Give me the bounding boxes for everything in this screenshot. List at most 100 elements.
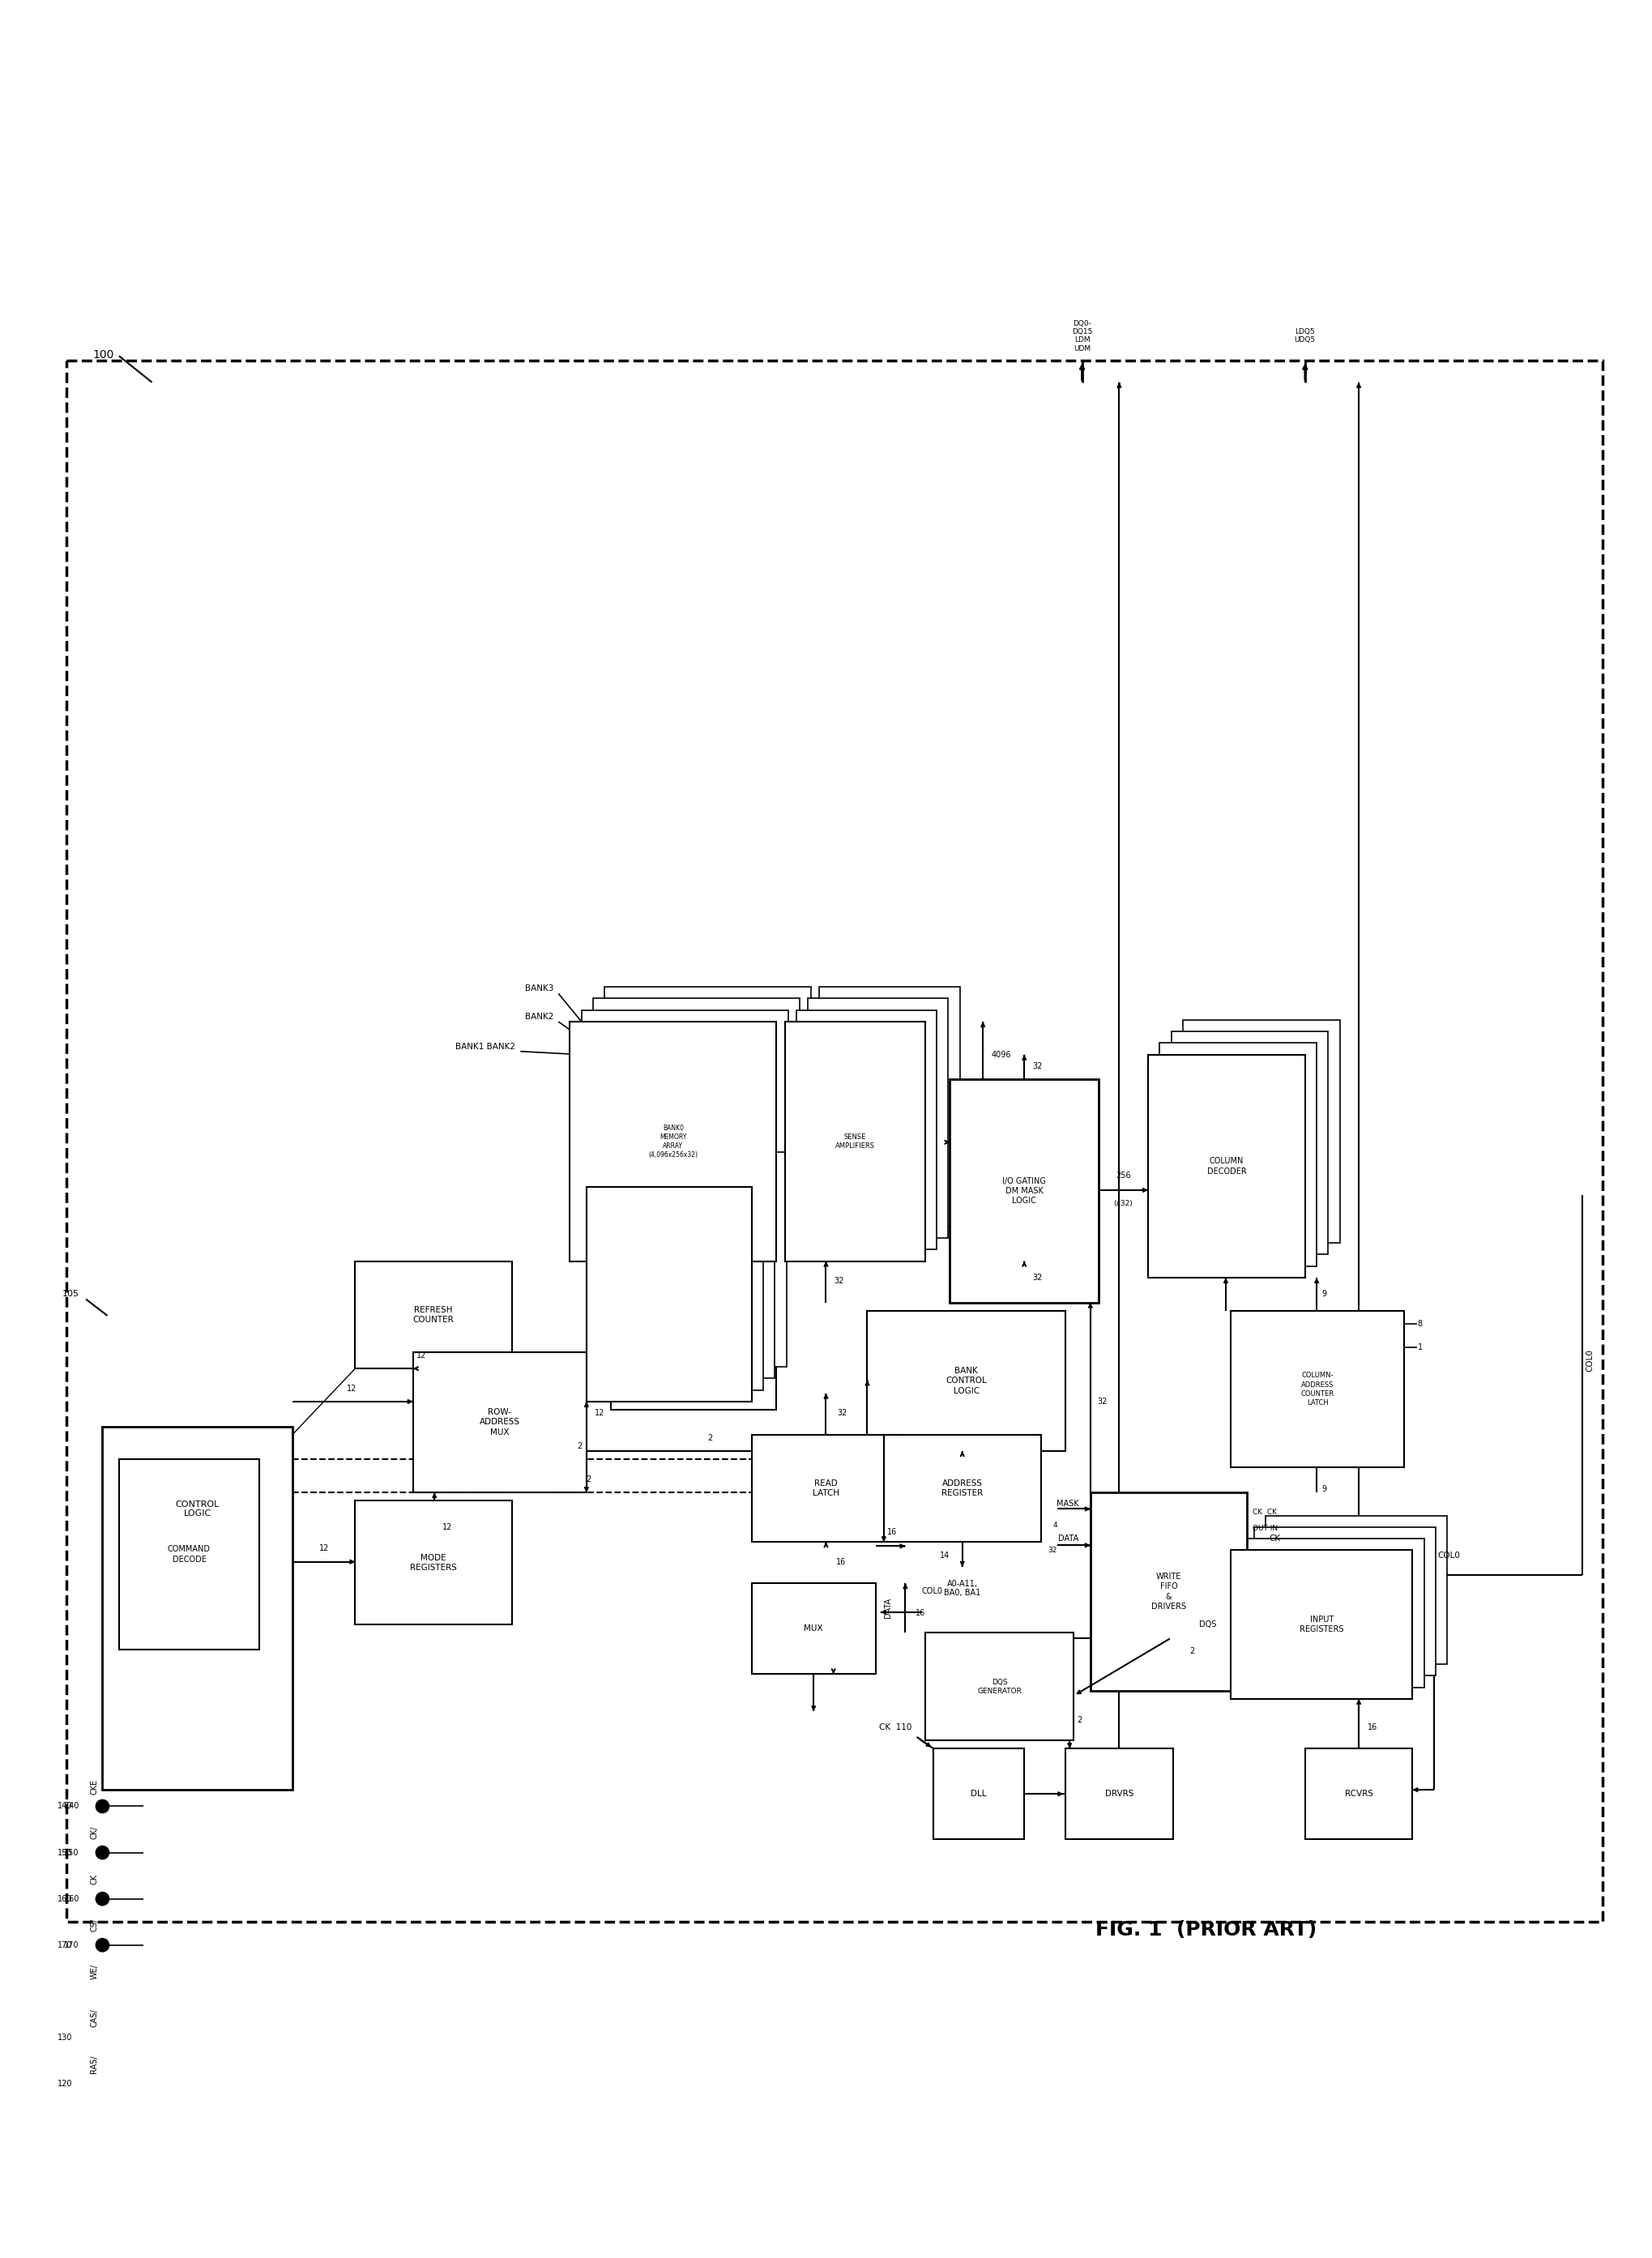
Bar — [1183, 1021, 1340, 1242]
Bar — [586, 1188, 752, 1402]
Text: RAS/: RAS/ — [91, 2055, 97, 2073]
Text: 12: 12 — [443, 1524, 453, 1531]
Text: DQS: DQS — [1199, 1621, 1216, 1628]
Text: CS/: CS/ — [91, 1919, 97, 1933]
Text: BANK1 BANK2: BANK1 BANK2 — [456, 1043, 515, 1050]
Bar — [570, 1021, 776, 1262]
Text: BANK0
MEMORY
ARRAY
(4,096x256x32): BANK0 MEMORY ARRAY (4,096x256x32) — [649, 1124, 697, 1158]
Bar — [1231, 1310, 1404, 1468]
Bar — [605, 987, 811, 1226]
Bar — [1148, 1054, 1305, 1278]
Text: COLUMN-
ADDRESS
COUNTER
LATCH: COLUMN- ADDRESS COUNTER LATCH — [1300, 1373, 1335, 1407]
Text: 32: 32 — [1032, 1061, 1042, 1070]
Text: OUT IN: OUT IN — [1252, 1524, 1277, 1533]
Text: RCVRS: RCVRS — [1345, 1791, 1373, 1797]
Circle shape — [96, 1892, 109, 1906]
Text: 32: 32 — [834, 1278, 844, 1285]
Text: 170: 170 — [64, 1942, 79, 1949]
Bar — [413, 1353, 586, 1493]
Text: ROW-
ADDRESS
MUX: ROW- ADDRESS MUX — [479, 1409, 520, 1436]
Text: BANK2: BANK2 — [525, 1012, 553, 1021]
Bar — [1160, 1043, 1317, 1267]
Text: A0-A11,
BA0, BA1: A0-A11, BA0, BA1 — [943, 1581, 981, 1596]
Text: CAS/: CAS/ — [91, 2010, 97, 2028]
Text: 12: 12 — [416, 1350, 426, 1359]
Text: MASK: MASK — [1056, 1499, 1079, 1508]
Circle shape — [96, 2030, 109, 2043]
Circle shape — [96, 2077, 109, 2091]
Text: 2: 2 — [1270, 1621, 1275, 1628]
Text: WRITE
FIFO
&
DRIVERS: WRITE FIFO & DRIVERS — [1151, 1572, 1186, 1610]
Bar — [119, 1459, 259, 1648]
Bar — [610, 1163, 775, 1377]
Text: 160: 160 — [58, 1894, 73, 1903]
Text: 256: 256 — [1115, 1172, 1132, 1179]
Text: DATA: DATA — [884, 1599, 892, 1619]
Text: 12: 12 — [347, 1384, 357, 1393]
Text: WE/: WE/ — [91, 1964, 97, 1980]
Text: 16: 16 — [1317, 1621, 1327, 1628]
Text: 4096: 4096 — [991, 1050, 1011, 1059]
Bar — [1231, 1551, 1412, 1698]
Bar — [355, 1262, 512, 1368]
Text: 130: 130 — [58, 2034, 73, 2041]
Text: 32: 32 — [1097, 1398, 1107, 1407]
Text: 2: 2 — [1189, 1646, 1194, 1655]
Text: 12: 12 — [319, 1544, 329, 1554]
Text: 9: 9 — [1322, 1486, 1327, 1493]
Text: CK: CK — [91, 1874, 97, 1885]
Bar — [1265, 1515, 1447, 1664]
Text: CK  CK: CK CK — [1252, 1508, 1277, 1515]
Text: 150: 150 — [58, 1849, 73, 1856]
Bar — [355, 1502, 512, 1624]
Text: MODE
REGISTERS: MODE REGISTERS — [410, 1554, 458, 1572]
Bar — [1254, 1526, 1436, 1675]
Text: 32: 32 — [1032, 1274, 1042, 1283]
Bar — [925, 1633, 1074, 1741]
Bar — [1242, 1538, 1424, 1687]
Text: 150: 150 — [64, 1849, 79, 1856]
Text: DRVRS: DRVRS — [1105, 1791, 1133, 1797]
Text: 9: 9 — [1322, 1289, 1327, 1298]
Text: MUX: MUX — [805, 1626, 823, 1633]
Text: REFRESH
COUNTER: REFRESH COUNTER — [413, 1305, 454, 1323]
Text: DQS
GENERATOR: DQS GENERATOR — [978, 1678, 1021, 1696]
Bar — [1171, 1032, 1328, 1255]
Text: ADDRESS
REGISTER: ADDRESS REGISTER — [942, 1479, 983, 1497]
Text: BANK3: BANK3 — [525, 984, 553, 994]
Text: CKE: CKE — [91, 1779, 97, 1795]
Text: READ
LATCH: READ LATCH — [813, 1479, 839, 1497]
Bar — [819, 987, 960, 1226]
Bar — [593, 998, 800, 1237]
Text: SENSE
AMPLIFIERS: SENSE AMPLIFIERS — [834, 1134, 876, 1149]
Text: 12: 12 — [595, 1409, 605, 1418]
Bar — [621, 1152, 786, 1366]
Text: (x32): (x32) — [1113, 1199, 1133, 1208]
Text: FIG. 1  (PRIOR ART): FIG. 1 (PRIOR ART) — [1095, 1922, 1317, 1940]
Text: COL0: COL0 — [1437, 1551, 1460, 1560]
Text: CK  110: CK 110 — [879, 1723, 912, 1732]
Text: 16: 16 — [887, 1529, 897, 1535]
Text: 4096: 4096 — [618, 1136, 638, 1145]
Text: COMMAND
DECODE: COMMAND DECODE — [169, 1544, 210, 1563]
Text: 16: 16 — [915, 1610, 925, 1617]
Circle shape — [96, 1847, 109, 1858]
Text: 140: 140 — [64, 1802, 79, 1811]
Bar — [752, 1583, 876, 1673]
Bar — [867, 1310, 1066, 1452]
Text: 2: 2 — [1247, 1621, 1252, 1628]
Text: BANK
CONTROL
LOGIC: BANK CONTROL LOGIC — [947, 1366, 986, 1395]
Text: 16: 16 — [1341, 1621, 1351, 1628]
Text: 8: 8 — [1417, 1321, 1422, 1328]
Text: 2: 2 — [1077, 1716, 1082, 1725]
Bar — [1090, 1493, 1247, 1691]
Text: 2: 2 — [707, 1434, 714, 1443]
Text: 32: 32 — [1047, 1547, 1057, 1554]
Bar — [582, 1009, 788, 1249]
Bar — [611, 1188, 776, 1409]
Text: CK: CK — [1269, 1535, 1280, 1542]
Text: LDQ5
UDQ5: LDQ5 UDQ5 — [1295, 327, 1315, 343]
Text: 170: 170 — [58, 1942, 73, 1949]
Text: CK/: CK/ — [91, 1827, 97, 1840]
Text: DLL: DLL — [971, 1791, 986, 1797]
